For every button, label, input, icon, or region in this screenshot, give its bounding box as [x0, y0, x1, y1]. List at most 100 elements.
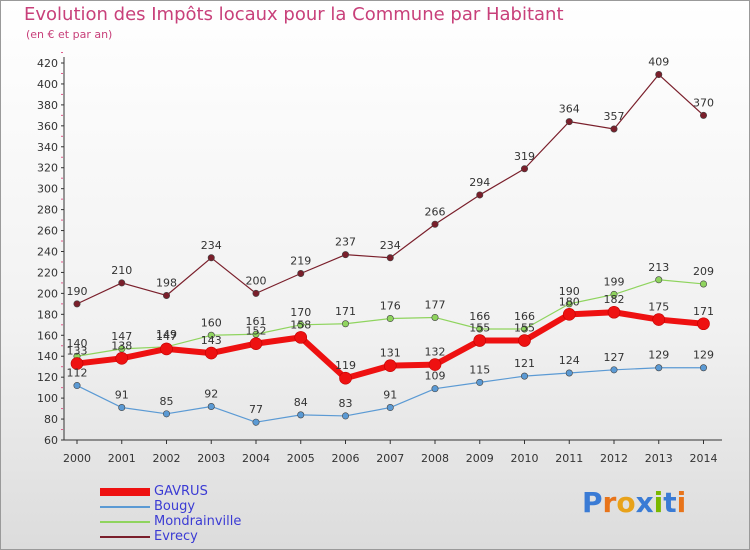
data-point-bougy	[118, 404, 126, 412]
data-point-evrecy	[341, 251, 349, 259]
y-tick-label: 360	[37, 120, 58, 133]
data-point-bougy	[476, 378, 484, 386]
y-tick-label: 300	[37, 183, 58, 196]
data-point-evrecy	[520, 165, 528, 173]
y-tick-label: 180	[37, 308, 58, 321]
data-label-bougy: 129	[693, 349, 714, 362]
data-point-bougy	[163, 410, 171, 418]
data-label-mondrainville: 161	[246, 315, 267, 328]
data-label-gavrus: 131	[380, 347, 401, 360]
y-tick-label: 60	[44, 434, 58, 447]
legend-swatch-evrecy	[100, 536, 150, 538]
legend-label-mondrainville: Mondrainville	[154, 514, 242, 529]
data-label-gavrus: 182	[604, 293, 625, 306]
data-point-mondrainville	[610, 290, 618, 298]
data-point-bougy	[565, 369, 573, 377]
x-tick-label: 2004	[242, 452, 270, 465]
data-label-bougy: 84	[294, 396, 308, 409]
x-tick-label: 2007	[376, 452, 404, 465]
data-point-evrecy	[431, 220, 439, 228]
legend-swatch-bougy	[100, 506, 150, 508]
data-point-evrecy	[565, 118, 573, 126]
data-label-evrecy: 234	[380, 239, 401, 252]
data-label-bougy: 91	[383, 389, 397, 402]
series-line-evrecy	[76, 73, 704, 305]
data-label-evrecy: 294	[469, 176, 490, 189]
data-point-gavrus	[562, 308, 576, 321]
data-point-mondrainville	[386, 315, 394, 323]
proxiti-logo: Proxiti	[582, 486, 687, 519]
data-label-mondrainville: 149	[156, 328, 177, 341]
data-point-gavrus	[70, 357, 84, 370]
data-label-evrecy: 357	[604, 110, 625, 123]
data-label-mondrainville: 166	[469, 310, 490, 323]
data-point-bougy	[207, 402, 215, 410]
data-label-mondrainville: 190	[559, 285, 580, 298]
data-point-gavrus	[249, 337, 263, 350]
data-label-bougy: 83	[339, 397, 353, 410]
y-tick-label: 240	[37, 246, 58, 259]
y-tick-label: 220	[37, 266, 58, 279]
y-tick-label: 400	[37, 78, 58, 91]
data-label-evrecy: 234	[201, 239, 222, 252]
data-label-gavrus: 133	[67, 345, 88, 358]
y-tick-label: 120	[37, 371, 58, 384]
x-tick-label: 2002	[153, 452, 181, 465]
x-tick-label: 2014	[690, 452, 718, 465]
data-label-mondrainville: 176	[380, 300, 401, 313]
data-point-gavrus	[383, 359, 397, 372]
data-point-evrecy	[118, 279, 126, 287]
data-point-bougy	[341, 412, 349, 420]
data-label-mondrainville: 170	[290, 306, 311, 319]
x-tick-label: 2013	[645, 452, 673, 465]
chart-subtitle: (en € et par an)	[26, 28, 113, 41]
data-point-bougy	[297, 411, 305, 419]
x-tick-label: 2006	[332, 452, 360, 465]
data-label-bougy: 121	[514, 357, 535, 370]
data-label-evrecy: 364	[559, 103, 580, 116]
chart-title: Evolution des Impôts locaux pour la Comm…	[24, 4, 564, 25]
data-point-mondrainville	[297, 321, 305, 329]
data-point-bougy	[73, 382, 81, 390]
data-label-gavrus: 175	[648, 301, 669, 314]
data-label-bougy: 85	[160, 395, 174, 408]
data-point-evrecy	[73, 300, 81, 308]
data-point-gavrus	[160, 342, 173, 356]
data-label-mondrainville: 177	[425, 298, 446, 311]
data-label-gavrus: 171	[693, 305, 714, 318]
data-label-mondrainville: 171	[335, 305, 356, 318]
data-point-bougy	[610, 366, 618, 374]
data-point-bougy	[655, 364, 663, 372]
data-label-gavrus: 132	[425, 346, 446, 359]
data-label-mondrainville: 199	[604, 275, 625, 288]
legend-label-evrecy: Evrecy	[154, 529, 198, 544]
data-label-mondrainville: 166	[514, 310, 535, 323]
y-tick-label: 260	[37, 225, 58, 238]
y-tick-label: 140	[37, 350, 58, 363]
x-tick-label: 2012	[600, 452, 628, 465]
y-tick-label: 80	[44, 413, 58, 426]
data-point-evrecy	[297, 269, 305, 277]
data-point-evrecy	[252, 289, 260, 297]
data-label-mondrainville: 160	[201, 316, 222, 329]
data-point-mondrainville	[655, 276, 663, 284]
data-point-mondrainville	[341, 320, 349, 328]
data-label-bougy: 129	[648, 349, 669, 362]
data-point-gavrus	[339, 371, 352, 385]
data-label-gavrus: 143	[201, 334, 222, 347]
data-label-gavrus: 119	[335, 359, 356, 372]
x-tick-label: 2005	[287, 452, 315, 465]
data-label-evrecy: 409	[648, 56, 669, 69]
data-point-bougy	[386, 404, 394, 412]
legend-swatch-gavrus	[100, 488, 150, 496]
data-point-gavrus	[473, 334, 487, 347]
legend-label-gavrus: GAVRUS	[154, 484, 208, 499]
data-point-gavrus	[294, 331, 308, 344]
data-label-bougy: 127	[604, 351, 625, 364]
data-label-mondrainville: 213	[648, 261, 669, 274]
x-tick-label: 2000	[63, 452, 91, 465]
data-point-evrecy	[207, 254, 215, 262]
data-label-mondrainville: 140	[67, 337, 88, 350]
data-label-evrecy: 198	[156, 276, 177, 289]
